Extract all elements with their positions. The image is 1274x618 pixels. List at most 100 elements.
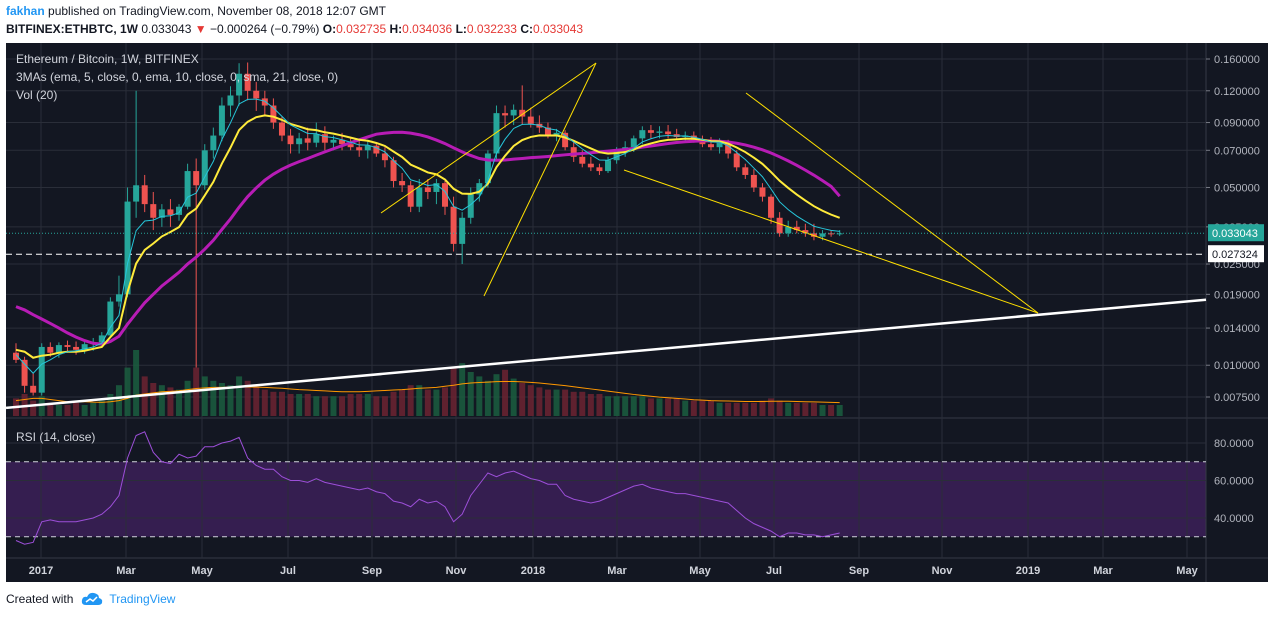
candle-body: [742, 167, 749, 175]
candle-body: [553, 132, 560, 136]
volume-bar: [330, 396, 337, 416]
open-label: O:: [322, 22, 337, 36]
volume-bar: [750, 402, 757, 416]
volume-bar: [81, 405, 88, 416]
candle-body: [707, 144, 714, 148]
symbol-info: BITFINEX:ETHBTC, 1W 0.033043 ▼ −0.000264…: [6, 22, 583, 36]
price-axis-label: 0.090000: [1214, 118, 1260, 130]
candle-body: [141, 185, 148, 205]
volume-bar: [321, 396, 328, 416]
candle-body: [527, 116, 534, 124]
volume-bar: [527, 385, 534, 416]
volume-bar: [596, 394, 603, 416]
candle-body: [399, 181, 406, 186]
volume-bar: [433, 389, 440, 416]
volume-bar: [733, 402, 740, 416]
price-axis-label: 0.019000: [1214, 289, 1260, 301]
time-axis-label: 2019: [1016, 565, 1040, 577]
candle-body: [55, 345, 62, 353]
tradingview-logo[interactable]: TradingView: [81, 592, 175, 606]
candle-body: [630, 138, 637, 148]
candle-body: [184, 171, 191, 207]
volume-bar: [484, 380, 491, 416]
close-value: 0.033043: [532, 22, 584, 36]
price-axis-label: 0.010000: [1214, 360, 1260, 372]
candle-body: [570, 147, 577, 157]
time-axis-label: May: [689, 565, 711, 577]
time-axis-label: 2017: [29, 565, 53, 577]
candle-body: [270, 105, 277, 123]
open-value: 0.032735: [336, 22, 387, 36]
volume-bar: [381, 396, 388, 416]
volume-bar: [562, 389, 569, 416]
volume-bar: [819, 405, 826, 416]
volume-bar: [399, 389, 406, 416]
volume-bar: [587, 394, 594, 416]
time-axis-label: Sep: [849, 565, 869, 577]
volume-bar: [476, 376, 483, 416]
author-link[interactable]: fakhan: [6, 4, 45, 18]
volume-bar: [742, 402, 749, 416]
candle-body: [587, 163, 594, 168]
candle-body: [785, 226, 792, 234]
candle-body: [424, 187, 431, 192]
candle-body: [38, 346, 45, 393]
candle-body: [296, 138, 303, 145]
volume-bar: [236, 376, 243, 416]
volume-bar: [639, 396, 646, 416]
candle-body: [656, 131, 663, 133]
candle-body: [330, 139, 337, 143]
volume-bar: [450, 367, 457, 416]
price-chart-svg[interactable]: 0.160000 0.120000 0.090000 0.070000 0.050000…: [6, 43, 1268, 582]
volume-bar: [570, 391, 577, 416]
volume-bar: [630, 396, 637, 416]
candle-body: [768, 196, 775, 218]
candle-body: [356, 147, 363, 151]
candle-body: [639, 130, 646, 139]
volume-bar: [90, 402, 97, 416]
trend-drawing-line: [483, 62, 597, 297]
candle-body: [81, 344, 88, 350]
volume-bar: [510, 378, 517, 416]
volume-bar: [261, 389, 268, 416]
candle-body: [493, 113, 500, 154]
volume-bar: [785, 402, 792, 416]
candle-body: [124, 201, 131, 295]
volume-bar: [776, 400, 783, 416]
ema5-line: [15, 98, 840, 374]
candle-body: [261, 98, 268, 106]
candle-body: [596, 167, 603, 172]
volume-bar: [459, 363, 466, 416]
candle-body: [321, 134, 328, 143]
candle-body: [810, 233, 817, 237]
volume-bar: [716, 402, 723, 416]
publish-text: published on TradingView.com, November 0…: [48, 4, 387, 18]
volume-bar: [768, 398, 775, 416]
volume-bar: [133, 350, 140, 416]
candle-body: [510, 109, 517, 116]
time-axis-label: Sep: [362, 565, 382, 577]
volume-bar: [167, 387, 174, 416]
candle-body: [98, 335, 105, 343]
volume-bar: [339, 396, 346, 416]
volume-bar: [356, 394, 363, 416]
volume-bar: [407, 385, 414, 416]
volume-bar: [828, 405, 835, 416]
candle-body: [158, 209, 165, 218]
candle-body: [381, 153, 388, 161]
volume-bar: [30, 400, 37, 416]
candle-body: [733, 153, 740, 168]
tradingview-brand: TradingView: [109, 592, 176, 606]
volume-ma-line: [15, 380, 840, 404]
volume-bar: [347, 394, 354, 416]
volume-bar: [64, 405, 71, 416]
candle-body: [30, 385, 37, 393]
volume-bar: [98, 400, 105, 416]
sma21-line: [15, 130, 841, 346]
candle-body: [390, 160, 397, 182]
symbol-label: BITFINEX:ETHBTC, 1W: [6, 22, 138, 36]
candle-body: [287, 135, 294, 145]
candle-body: [716, 142, 723, 148]
chart-area[interactable]: 0.160000 0.120000 0.090000 0.070000 0.050000…: [6, 43, 1268, 582]
volume-bar: [836, 405, 843, 416]
